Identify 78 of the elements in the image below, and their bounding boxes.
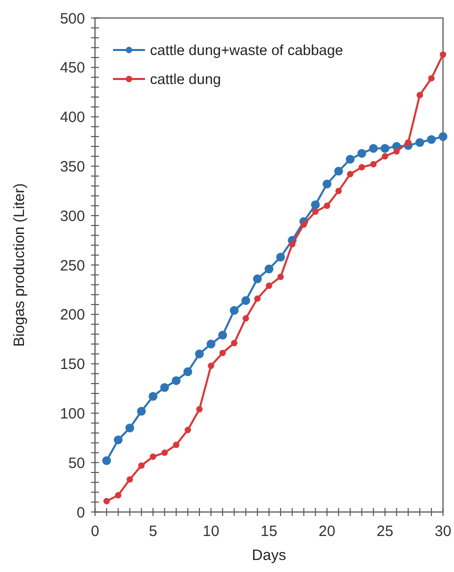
y-tick-label: 450 [60,60,85,77]
point [357,148,366,158]
point [231,340,238,346]
point [242,315,249,322]
y-tick-label: 150 [60,356,85,374]
point [230,306,239,315]
point [208,362,214,369]
y-tick-label: 50 [68,454,85,472]
point [102,456,111,466]
point [125,424,134,432]
x-tick-label: 10 [202,523,220,540]
point [276,252,285,262]
x-tick-label: 25 [376,523,394,540]
point [114,435,123,444]
point [148,392,158,401]
y-tick-label: 200 [60,306,85,324]
point [312,208,319,215]
y-tick-label: 350 [60,158,85,176]
point [161,450,168,456]
point [183,367,192,376]
point [253,274,262,284]
point [440,51,446,58]
y-tick-label: 400 [60,109,85,126]
point [300,221,307,228]
point [264,264,274,274]
y-tick-label: 250 [60,257,85,274]
point [427,135,436,144]
point [266,282,272,289]
point [334,166,343,176]
point [322,180,332,188]
y-axis-title: Biogas production (Liter) [11,183,28,347]
point [346,154,355,164]
point [126,476,133,483]
legend-label: cattle dung+waste of cabbage [150,43,344,60]
point [438,132,448,141]
point [347,170,354,178]
point [416,92,423,98]
point [254,295,261,302]
point [370,161,377,168]
point [172,376,181,385]
point [324,202,330,209]
point [137,406,146,416]
point [173,442,180,448]
x-tick-label: 30 [434,523,452,540]
point [380,144,390,153]
point [428,75,435,82]
point [289,241,296,248]
point [160,383,169,392]
x-tick-label: 20 [318,523,336,540]
point [241,296,250,305]
point [103,498,110,504]
point [382,153,388,160]
point [195,350,204,358]
x-tick-label: 5 [148,523,158,540]
point [219,350,226,356]
point [393,148,400,155]
legend-label: cattle dung [150,72,221,88]
x-tick-label: 0 [90,523,100,540]
point [150,453,156,460]
point [184,426,191,434]
y-tick-label: 0 [76,504,85,522]
point [196,406,203,412]
y-tick-label: 300 [60,208,85,225]
point [218,330,227,340]
point [369,144,378,153]
point [415,138,424,147]
point [405,139,412,146]
y-tick-label: 100 [60,405,85,422]
point [138,462,145,469]
point [115,492,122,498]
x-axis-title: Days [252,547,286,564]
point [206,340,216,348]
point [277,274,284,280]
point [311,200,320,210]
point [358,164,365,170]
point [335,188,342,194]
x-tick-label: 15 [260,523,278,540]
y-tick-label: 500 [60,10,85,28]
